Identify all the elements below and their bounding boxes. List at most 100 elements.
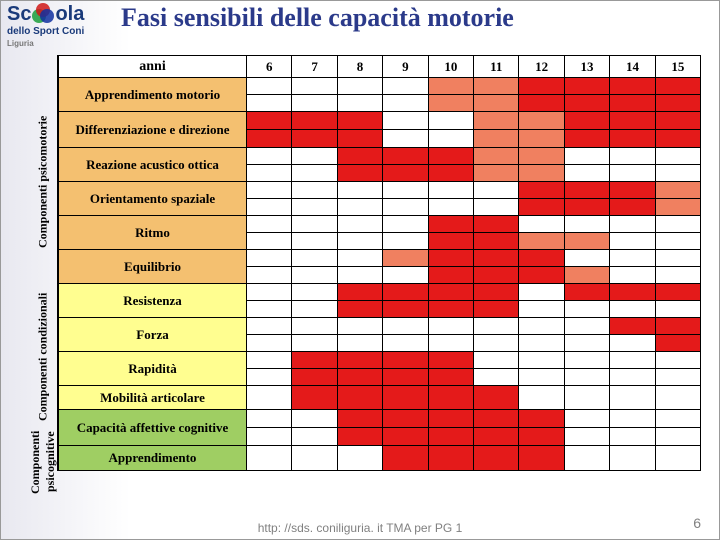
cell (519, 182, 564, 198)
cell (656, 335, 701, 351)
cell (247, 446, 292, 470)
cell (383, 335, 428, 351)
cell (383, 112, 428, 129)
cell (383, 318, 428, 334)
cell (656, 446, 701, 470)
cell (610, 233, 655, 249)
cell (519, 148, 564, 164)
row-label: Rapidità (57, 352, 247, 385)
cell (429, 318, 474, 334)
cell (519, 250, 564, 266)
logo-tricircle-icon (32, 3, 54, 25)
cell (292, 428, 337, 445)
cell (610, 352, 655, 368)
cell (429, 410, 474, 427)
cell (247, 335, 292, 351)
cell (338, 233, 383, 249)
cell (565, 199, 610, 215)
cell (610, 446, 655, 470)
data-row: Differenziazione e direzione (57, 111, 701, 147)
cell (474, 216, 519, 232)
cell (292, 199, 337, 215)
logo: Sc ola dello Sport Coni Liguria (7, 3, 111, 51)
cell (383, 369, 428, 385)
cell (656, 352, 701, 368)
logo-sub1: dello Sport Coni (7, 27, 111, 38)
cell (474, 386, 519, 409)
cell (519, 216, 564, 232)
cell (656, 148, 701, 164)
year-header: 11 (474, 56, 519, 77)
cell (383, 148, 428, 164)
row-label: Equilibrio (57, 250, 247, 283)
cell (565, 165, 610, 181)
cell (247, 165, 292, 181)
cell (519, 95, 564, 111)
cell (383, 182, 428, 198)
cell (565, 250, 610, 266)
slide: Sc ola dello Sport Coni Liguria Fasi sen… (0, 0, 720, 540)
cell (292, 130, 337, 147)
cell (338, 216, 383, 232)
cell (656, 386, 701, 409)
cell (565, 78, 610, 94)
cell (338, 267, 383, 283)
year-header: 15 (656, 56, 701, 77)
cell (519, 130, 564, 147)
cell (474, 369, 519, 385)
cell (656, 369, 701, 385)
data-row: Resistenza (57, 283, 701, 317)
cell (247, 410, 292, 427)
cell (656, 428, 701, 445)
cell (292, 78, 337, 94)
cell (519, 165, 564, 181)
cell (656, 78, 701, 94)
cell (292, 284, 337, 300)
cell (610, 78, 655, 94)
cell (383, 78, 428, 94)
year-header: 9 (383, 56, 428, 77)
cell (610, 148, 655, 164)
cell (565, 267, 610, 283)
cell (474, 250, 519, 266)
cell (429, 112, 474, 129)
cell (338, 165, 383, 181)
cell (656, 165, 701, 181)
cell (338, 199, 383, 215)
cell (292, 95, 337, 111)
cell (383, 250, 428, 266)
cell (656, 284, 701, 300)
cell (610, 112, 655, 129)
data-row: Apprendimento (57, 445, 701, 471)
cell (519, 428, 564, 445)
cell (338, 182, 383, 198)
data-row: Forza (57, 317, 701, 351)
cell (610, 284, 655, 300)
cell (247, 428, 292, 445)
cell (383, 165, 428, 181)
cell (292, 250, 337, 266)
row-label: Differenziazione e direzione (57, 112, 247, 147)
cell (292, 410, 337, 427)
cell (292, 386, 337, 409)
cell (338, 284, 383, 300)
cell (247, 267, 292, 283)
cell (292, 369, 337, 385)
cell (474, 428, 519, 445)
cell (565, 386, 610, 409)
cell (519, 233, 564, 249)
row-label: Apprendimento (57, 446, 247, 470)
cell (429, 446, 474, 470)
data-row: Mobilità articolare (57, 385, 701, 409)
cell (610, 95, 655, 111)
cell (519, 352, 564, 368)
cell (474, 335, 519, 351)
cell (565, 216, 610, 232)
cell (247, 233, 292, 249)
cell (338, 301, 383, 317)
cell (565, 428, 610, 445)
cell (247, 112, 292, 129)
cell (383, 352, 428, 368)
cell (429, 95, 474, 111)
cell (565, 410, 610, 427)
